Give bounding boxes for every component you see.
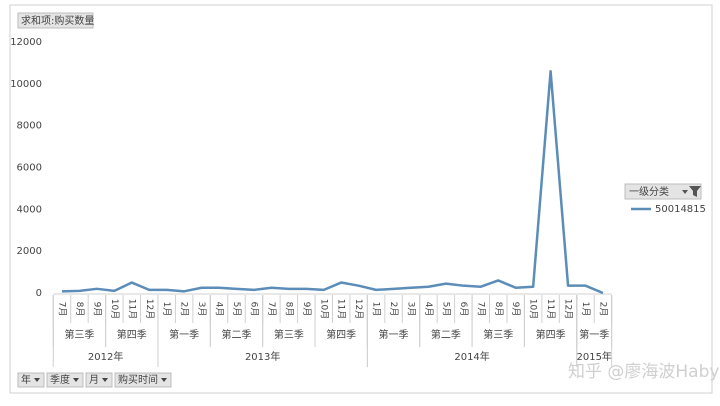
x-tick-label: 10月 (528, 299, 539, 319)
value-field-label: 求和项:购买数量 (21, 14, 94, 27)
x-tick-label: 2月 (597, 302, 608, 317)
x-tick-label: 7月 (57, 302, 68, 317)
y-tick-label: 2000 (17, 246, 42, 257)
x-tick-label: 3月 (406, 302, 417, 317)
x-tick-label: 5月 (231, 302, 242, 317)
x-tick-label: 7月 (475, 302, 486, 317)
field-button[interactable] (114, 372, 172, 388)
x-tick-label: 8月 (283, 302, 294, 317)
x-tick-label: 11月 (545, 299, 556, 319)
quarter-label: 第一季 (379, 328, 409, 341)
series-line (61, 70, 604, 295)
dropdown-arrow (161, 378, 167, 382)
x-tick-label: 2月 (179, 302, 190, 317)
quarter-label: 第四季 (117, 328, 147, 341)
y-tick-label: 0 (36, 288, 42, 299)
quarter-label: 第二季 (431, 328, 461, 341)
x-tick-label: 9月 (301, 302, 312, 317)
x-tick-label: 8月 (74, 302, 85, 317)
quarter-label: 第三季 (483, 328, 513, 341)
quarter-label: 第三季 (64, 328, 94, 341)
x-tick-label: 10月 (318, 299, 329, 319)
x-tick-label: 4月 (214, 302, 225, 317)
dropdown-arrow (73, 378, 79, 382)
field-button[interactable] (17, 372, 45, 388)
value-field-button[interactable] (17, 12, 94, 29)
dropdown-arrow (34, 378, 40, 382)
x-tick-label: 9月 (91, 302, 102, 317)
quarter-label: 第二季 (222, 328, 252, 341)
x-tick-label: 8月 (493, 302, 504, 317)
x-tick-label: 7月 (266, 302, 277, 317)
chart-border (9, 4, 713, 394)
quarter-label: 第四季 (326, 328, 356, 341)
x-tick-label: 1月 (580, 302, 591, 317)
x-tick-label: 12月 (353, 299, 364, 319)
quarter-label: 第一季 (579, 328, 609, 341)
field-button-label: 月 (89, 374, 99, 386)
x-tick-label: 6月 (248, 302, 259, 317)
year-label: 2015年 (576, 350, 611, 363)
field-button-label: 季度 (50, 373, 70, 386)
field-button[interactable] (85, 372, 113, 388)
y-tick-label: 12000 (10, 37, 42, 48)
field-button[interactable] (46, 372, 84, 388)
x-tick-label: 9月 (510, 302, 521, 317)
y-tick-label: 8000 (17, 121, 42, 132)
x-tick-label: 6月 (458, 302, 469, 317)
x-tick-label: 3月 (196, 302, 207, 317)
y-tick-label: 6000 (17, 163, 42, 174)
filter-icon (682, 186, 701, 197)
quarter-label: 第一季 (169, 328, 199, 341)
year-label: 2012年 (88, 350, 123, 363)
x-tick-label: 1月 (161, 302, 172, 317)
x-tick-label: 11月 (126, 299, 137, 319)
quarter-label: 第三季 (274, 328, 304, 341)
x-tick-label: 2月 (388, 302, 399, 317)
x-tick-label: 4月 (423, 302, 434, 317)
dropdown-arrow (102, 378, 108, 382)
year-label: 2014年 (454, 350, 489, 363)
field-button-label: 年 (21, 373, 31, 386)
year-label: 2013年 (245, 350, 280, 363)
x-tick-label: 12月 (563, 299, 574, 319)
x-tick-label: 11月 (336, 299, 347, 319)
legend-title: 一级分类 (629, 185, 669, 198)
field-button-label: 购买时间 (118, 373, 158, 386)
x-tick-label: 5月 (440, 302, 451, 317)
legend-label: 50014815 (655, 204, 706, 215)
x-tick-label: 12月 (144, 299, 155, 319)
quarter-label: 第四季 (536, 328, 566, 341)
x-tick-label: 10月 (109, 299, 120, 319)
y-tick-label: 10000 (10, 79, 42, 90)
x-tick-label: 1月 (371, 302, 382, 317)
y-tick-label: 4000 (17, 204, 42, 215)
watermark: 知乎 @廖海波Haby (568, 362, 719, 382)
legend-filter-button[interactable] (624, 183, 702, 200)
